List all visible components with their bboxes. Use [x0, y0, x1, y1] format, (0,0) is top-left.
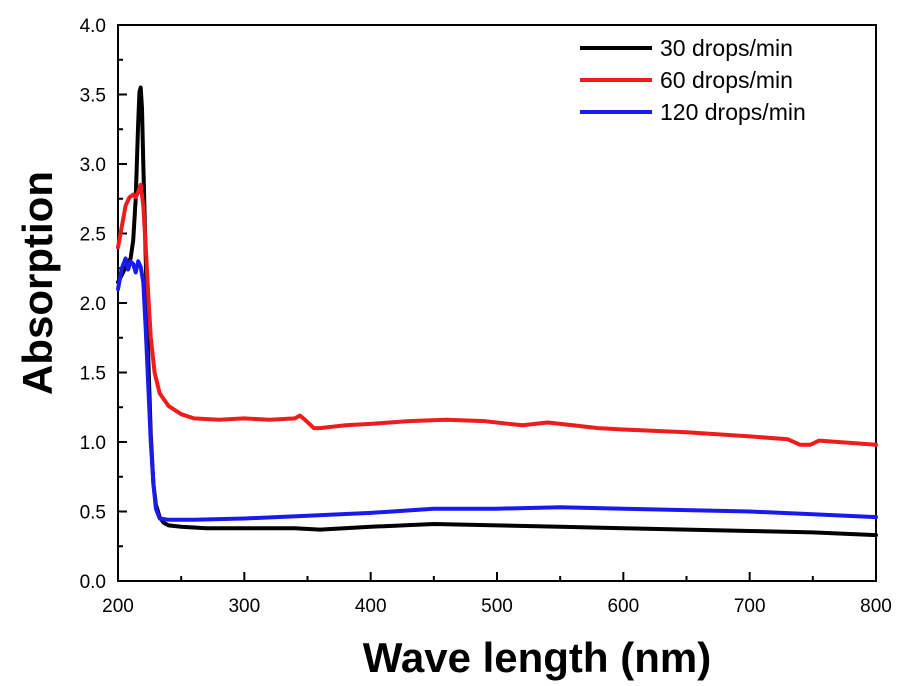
y-tick-label: 1.5	[80, 364, 106, 385]
series-line-3	[116, 256, 878, 522]
x-tick-label: 600	[607, 596, 639, 617]
legend-label-1: 30 drops/min	[660, 35, 793, 61]
legend-label-2: 60 drops/min	[660, 67, 793, 93]
series-line-1	[116, 85, 878, 538]
series-layer	[116, 85, 878, 538]
x-tick-label: 300	[228, 596, 260, 617]
x-tick-label: 500	[481, 596, 513, 617]
x-tick-label: 200	[102, 596, 134, 617]
x-tick-label: 400	[355, 596, 387, 617]
x-tick-label: 800	[860, 596, 892, 617]
y-tick-label: 1.0	[80, 433, 106, 454]
legend-label-3: 120 drops/min	[660, 99, 806, 125]
plot-area: 200 300 400 500 600 700 800 0.0 0.5 1.0 1.5 2.0 2.5 3…	[80, 16, 892, 617]
series-line-2	[116, 182, 878, 447]
y-tick-label: 3.0	[80, 155, 106, 176]
legend: 30 drops/min 60 drops/min 120 drops/min	[580, 35, 806, 125]
x-axis-title: Wave length (nm)	[363, 634, 711, 681]
y-axis-title: Absorption	[14, 171, 61, 395]
y-tick-label: 0.5	[80, 503, 106, 524]
y-tick-label: 4.0	[80, 16, 106, 37]
x-tick-label: 700	[734, 596, 766, 617]
y-tick-label: 2.0	[80, 294, 106, 315]
y-tick-label: 0.0	[80, 572, 106, 593]
y-tick-label: 3.5	[80, 86, 106, 107]
y-tick-label: 2.5	[80, 225, 106, 246]
